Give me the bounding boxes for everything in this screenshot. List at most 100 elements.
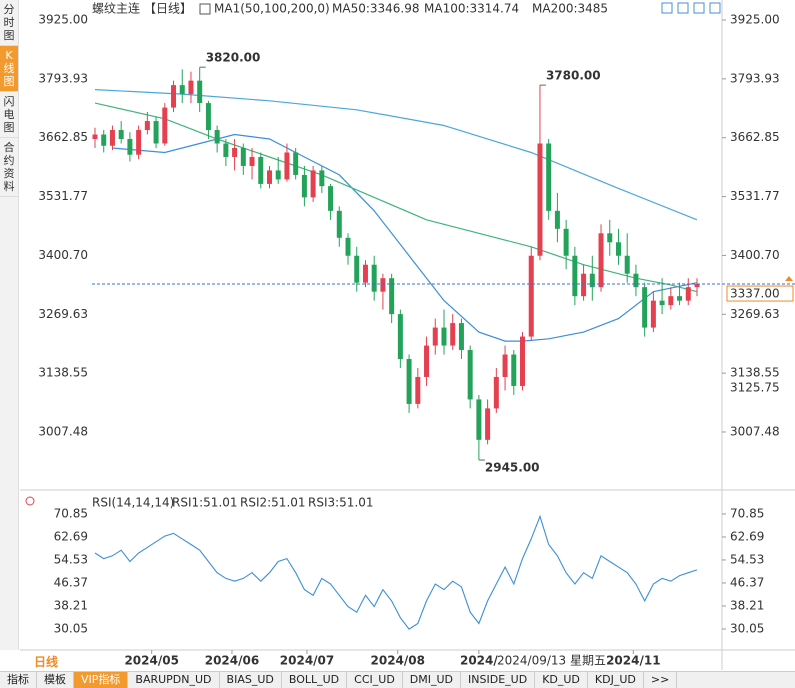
candle-body bbox=[136, 130, 142, 155]
toolbar-icons[interactable] bbox=[661, 2, 721, 14]
sidebar: 分时图 K线图 闪电图 合约资料 bbox=[0, 0, 19, 650]
candle-body bbox=[432, 327, 438, 346]
sidebar-tab[interactable]: 合约资料 bbox=[0, 138, 18, 197]
crosshair-price: 3125.75 bbox=[730, 380, 780, 394]
candle-body bbox=[642, 287, 648, 328]
x-tick-label: 2024/06 bbox=[205, 654, 259, 668]
annotation-label: 3780.00 bbox=[546, 69, 601, 83]
y-tick-label: 3662.85 bbox=[38, 130, 88, 144]
candle-body bbox=[677, 296, 683, 301]
y-tick-label: 54.53 bbox=[54, 552, 88, 566]
candle-body bbox=[450, 323, 456, 346]
x-tick-label: 2024/11 bbox=[606, 654, 660, 668]
candle-body bbox=[144, 121, 150, 131]
annotation-label: 3820.00 bbox=[206, 51, 261, 65]
tab[interactable]: >> bbox=[644, 672, 678, 688]
legend-label: RSI2:51.01 bbox=[240, 496, 306, 510]
tab[interactable]: BOLL_UD bbox=[282, 672, 348, 688]
tab[interactable]: 模板 bbox=[37, 672, 74, 688]
candle-body bbox=[240, 147, 246, 166]
last-price-label: 3337.00 bbox=[730, 287, 780, 301]
candle-body bbox=[301, 174, 307, 198]
y-tick-label: 3925.00 bbox=[38, 13, 88, 27]
tab[interactable]: 指标 bbox=[0, 672, 37, 688]
legend-label: RSI1:51.01 bbox=[172, 496, 238, 510]
tab[interactable]: BARUPDN_UD bbox=[128, 672, 220, 688]
candle-body bbox=[92, 134, 98, 140]
candle-body bbox=[537, 143, 543, 256]
candle-body bbox=[354, 255, 360, 283]
y-tick-label: 3793.93 bbox=[38, 71, 88, 85]
tab[interactable]: KD_UD bbox=[535, 672, 588, 688]
y-tick-label: 3400.70 bbox=[730, 248, 780, 262]
candle-body bbox=[223, 143, 229, 157]
candle-body bbox=[668, 296, 674, 306]
candle-body bbox=[607, 233, 613, 243]
annotation-label: 2945.00 bbox=[485, 461, 540, 475]
candle-body bbox=[109, 130, 115, 146]
candle-body bbox=[415, 376, 421, 404]
y-tick-label: 3531.77 bbox=[38, 189, 88, 203]
candle-body bbox=[258, 156, 264, 184]
candle-body bbox=[615, 242, 621, 256]
candle-body bbox=[153, 121, 159, 144]
tab-bar: 指标 模板 VIP指标 BARUPDN_UD BIAS_UD BOLL_UD CCI_UD D… bbox=[0, 671, 795, 688]
candle-body bbox=[127, 139, 133, 155]
candle-body bbox=[694, 284, 700, 288]
y-tick-label: 3793.93 bbox=[730, 71, 780, 85]
sidebar-tab[interactable]: 闪电图 bbox=[0, 92, 18, 138]
rsi-line bbox=[94, 514, 698, 630]
candle-body bbox=[380, 278, 386, 292]
candle-body bbox=[502, 354, 508, 377]
candle-body bbox=[581, 273, 587, 297]
candle-body bbox=[520, 336, 526, 386]
y-tick-label: 70.85 bbox=[54, 506, 88, 520]
candle-body bbox=[563, 228, 569, 256]
candle-body bbox=[598, 233, 604, 288]
sidebar-tab[interactable]: 分时图 bbox=[0, 0, 18, 46]
candle-body bbox=[406, 359, 412, 404]
candle-body bbox=[362, 264, 368, 283]
y-tick-label: 30.05 bbox=[730, 621, 764, 635]
y-tick-label: 3925.00 bbox=[730, 13, 780, 27]
tab[interactable]: DMI_UD bbox=[403, 672, 462, 688]
candle-body bbox=[214, 130, 220, 144]
settings-icon[interactable] bbox=[25, 496, 35, 506]
ma-line bbox=[112, 133, 698, 342]
candle-body bbox=[118, 130, 124, 140]
candle-body bbox=[319, 170, 325, 187]
y-tick-label: 3138.55 bbox=[38, 366, 88, 380]
y-tick-label: 3007.48 bbox=[38, 424, 88, 438]
tab[interactable]: INSIDE_UD bbox=[461, 672, 536, 688]
candle-body bbox=[275, 170, 281, 180]
tab[interactable]: BIAS_UD bbox=[220, 672, 282, 688]
y-tick-label: 3138.55 bbox=[730, 366, 780, 380]
crosshair-date: 2024/09/13 星期五 bbox=[497, 654, 606, 668]
legend-label: RSI3:51.01 bbox=[308, 496, 374, 510]
sidebar-tab[interactable]: K线图 bbox=[0, 46, 18, 92]
period-label[interactable]: 日线 bbox=[34, 655, 59, 669]
candle-body bbox=[633, 273, 639, 288]
candle-body bbox=[284, 152, 290, 180]
tab[interactable]: KDJ_UD bbox=[588, 672, 644, 688]
candle-body bbox=[424, 345, 430, 377]
candle-body bbox=[101, 134, 107, 146]
candle-body bbox=[572, 255, 578, 297]
ma-line bbox=[94, 102, 698, 293]
candle-body bbox=[554, 210, 560, 229]
ma-line bbox=[94, 89, 698, 221]
panel-title: RSI(14,14,14) bbox=[92, 496, 174, 510]
x-tick-label: 2024/ bbox=[460, 654, 498, 668]
legend-label: MA200:3485 bbox=[532, 2, 608, 16]
tab[interactable]: VIP指标 bbox=[74, 672, 129, 688]
y-tick-label: 38.21 bbox=[730, 598, 764, 612]
tab[interactable]: CCI_UD bbox=[347, 672, 403, 688]
candle-body bbox=[345, 237, 351, 256]
y-tick-label: 3269.63 bbox=[38, 307, 88, 321]
legend-label: MA100:3314.74 bbox=[424, 2, 519, 16]
candle-body bbox=[650, 300, 656, 328]
candle-body bbox=[266, 170, 272, 184]
candle-body bbox=[179, 85, 185, 95]
candle-body bbox=[624, 255, 630, 274]
chart: 3925.00 3925.00 3793.93 3793.93 3662.85 3662.… bbox=[20, 0, 795, 670]
